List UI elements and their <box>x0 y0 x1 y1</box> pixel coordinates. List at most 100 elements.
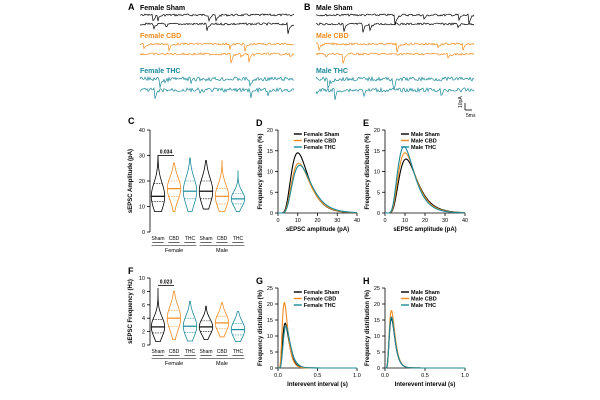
x-tick-label-sham: Sham <box>151 236 164 242</box>
trace-male-thc-1 <box>315 75 475 91</box>
x-tick-label-sham: Sham <box>199 236 212 242</box>
trace-label-female-sham: Female Sham <box>140 5 185 12</box>
x-tick-label: 1.0 <box>353 373 361 379</box>
y-tick-label: 6 <box>142 303 145 309</box>
x-tick-label: 40 <box>354 218 360 224</box>
chart-g: 0 5 10 15 20 25 0.0 0.5 1.0 Frequency distributio… <box>258 286 361 388</box>
scale-bar-time: 5ms <box>466 113 476 119</box>
violin-thc-2 <box>182 157 198 212</box>
trace-male-sham-2 <box>315 22 475 33</box>
panel-c-letter: C <box>128 116 135 126</box>
series-line-male-thc <box>385 316 465 369</box>
y-tick-label: 40 <box>139 128 145 134</box>
legend-label: Male CBD <box>411 297 437 303</box>
legend-label: Male THC <box>411 145 436 151</box>
trace-female-thc-2 <box>139 86 295 99</box>
y-tick-label: 20 <box>267 128 273 134</box>
x-tick-label: 30 <box>442 218 448 224</box>
y-tick-label: 30 <box>139 154 145 160</box>
violin-sham-3 <box>198 160 214 210</box>
x-tick-label-thc: THC <box>233 349 244 355</box>
y-tick-label: 15 <box>267 318 273 324</box>
series-line-female-cbd <box>278 301 357 369</box>
y-tick-label: 20 <box>374 128 380 134</box>
group-label-female: Female <box>165 248 183 254</box>
series-line-male-cbd <box>385 309 465 369</box>
x-tick-label: 0.5 <box>314 373 322 379</box>
legend-label: Female THC <box>304 303 336 309</box>
x-tick-label-cbd: CBD <box>169 349 180 355</box>
x-tick-label: 0.0 <box>274 373 282 379</box>
violin-cbd-1 <box>166 162 182 212</box>
series-line-female-cbd <box>278 162 358 214</box>
trace-female-sham-1 <box>139 13 295 22</box>
y-tick-label: 25 <box>267 286 273 292</box>
x-tick-label-cbd: CBD <box>217 349 228 355</box>
panel-h-letter: H <box>363 276 370 286</box>
trace-male-thc-2 <box>315 86 475 101</box>
panel-b-letter: B <box>304 2 311 12</box>
legend-label: Male Sham <box>411 132 440 138</box>
x-tick-label: 20 <box>314 218 320 224</box>
y-tick-label: 10 <box>374 334 380 340</box>
scale-bar: 10pA 5ms <box>458 96 476 119</box>
y-tick-label: 2 <box>142 330 145 336</box>
trace-female-sham-2 <box>139 21 295 34</box>
violin-sham-0 <box>150 155 166 212</box>
series-line-female-sham <box>278 152 358 214</box>
legend-label: Female CBD <box>304 297 336 303</box>
group-label-male: Male <box>216 248 228 254</box>
panel-b: B Male Sham Male CBD Male THC 10pA 5ms <box>304 2 476 119</box>
panel-a-letter: A <box>128 2 135 12</box>
y-tick-label: 5 <box>377 190 380 196</box>
trace-label-female-thc: Female THC <box>140 68 180 75</box>
trace-male-cbd-2 <box>315 52 475 64</box>
panel-f-letter: F <box>128 266 134 276</box>
y-tick-label: 20 <box>374 302 380 308</box>
series-line-female-thc <box>278 164 358 214</box>
y-axis-label: sEPSC Amplitude (pA) <box>128 149 134 213</box>
x-tick-label: 0 <box>276 218 279 224</box>
x-tick-label: 10 <box>402 218 408 224</box>
significance-label: 0.034 <box>160 150 173 156</box>
scale-bar-amplitude: 10pA <box>458 96 464 108</box>
x-tick-label: 0.0 <box>381 373 389 379</box>
significance-label: 0.023 <box>160 279 173 285</box>
y-tick-label: 0 <box>377 211 380 217</box>
panel-e-letter: E <box>363 118 369 128</box>
legend-label: Female CBD <box>304 139 336 145</box>
panel-g-letter: G <box>256 276 263 286</box>
x-tick-label-cbd: CBD <box>169 236 180 242</box>
y-tick-label: 4 <box>142 316 145 322</box>
x-axis-label: sEPSC amplitude (pA) <box>286 227 349 233</box>
series-line-male-cbd <box>385 152 466 214</box>
y-axis-label: Frequency distribution (%) <box>258 133 264 209</box>
violin-cbd-4 <box>214 302 230 338</box>
x-tick-label: 1.0 <box>461 373 469 379</box>
x-axis-label: Interevent interval (s) <box>395 382 456 388</box>
y-tick-label: 0 <box>142 343 145 349</box>
y-tick-label: 8 <box>142 289 145 295</box>
x-tick-label-sham: Sham <box>199 349 212 355</box>
y-tick-label: 25 <box>374 286 380 292</box>
y-tick-label: 20 <box>139 179 145 185</box>
trace-female-cbd-2 <box>139 52 295 64</box>
x-tick-label-thc: THC <box>185 236 196 242</box>
legend-label: Male CBD <box>411 139 437 145</box>
y-axis-label: Frequency distribution (%) <box>365 290 371 366</box>
trace-label-male-cbd: Male CBD <box>316 33 349 40</box>
trace-label-male-sham: Male Sham <box>316 5 353 12</box>
y-tick-label: 0 <box>270 211 273 217</box>
group-label-female: Female <box>165 361 183 367</box>
x-axis-label: sEPSC amplitude (pA) <box>393 227 456 233</box>
legend-label: Female THC <box>304 145 336 151</box>
trace-label-male-thc: Male THC <box>316 68 348 75</box>
violin-sham-0 <box>150 288 166 343</box>
violin-cbd-1 <box>166 291 182 341</box>
x-tick-label-cbd: CBD <box>217 236 228 242</box>
panel-a: A Female Sham Female CBD Female THC <box>128 2 295 99</box>
trace-male-cbd-1 <box>315 42 475 53</box>
